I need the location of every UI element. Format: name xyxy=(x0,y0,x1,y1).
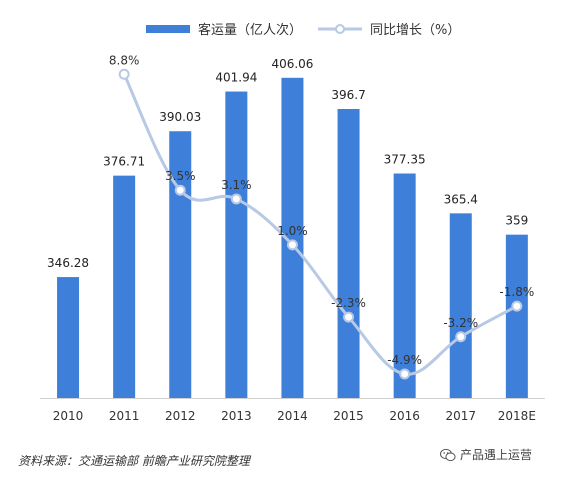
bar xyxy=(505,234,528,398)
bar-value-label: 401.94 xyxy=(215,71,257,85)
bar xyxy=(449,213,472,398)
bar-value-label: 359 xyxy=(505,214,528,228)
x-tick-label: 2013 xyxy=(221,409,252,423)
x-tick-label: 2017 xyxy=(445,409,476,423)
x-tick-label: 2015 xyxy=(333,409,364,423)
wechat-label: 产品遇上运营 xyxy=(460,448,533,462)
legend-bar-label: 客运量（亿人次） xyxy=(198,22,302,38)
legend-line-marker xyxy=(335,24,345,34)
source-note: 资料来源：交通运输部 前瞻产业研究院整理 xyxy=(18,454,250,468)
growth-point xyxy=(286,239,298,251)
growth-value-label: 1.0% xyxy=(277,224,308,238)
x-tick-label: 2018E xyxy=(498,409,536,423)
legend-line-label: 同比增长（%） xyxy=(370,23,460,38)
growth-point xyxy=(511,300,523,312)
bar-value-label: 376.71 xyxy=(103,155,145,169)
bar xyxy=(225,91,248,399)
bar-value-label: 396.7 xyxy=(331,88,365,102)
growth-value-label: 3.5% xyxy=(165,169,196,183)
bar xyxy=(169,131,192,398)
x-tick-label: 2016 xyxy=(389,409,420,423)
bar-value-label: 390.03 xyxy=(159,110,201,124)
x-tick-label: 2014 xyxy=(277,409,308,423)
growth-point xyxy=(455,331,467,343)
bar xyxy=(113,175,136,398)
growth-value-label: 8.8% xyxy=(109,53,140,67)
growth-value-label: -1.8% xyxy=(499,285,534,299)
bar-value-label: 377.35 xyxy=(384,153,426,167)
growth-value-label: 3.1% xyxy=(221,178,252,192)
growth-point xyxy=(118,68,130,80)
bar xyxy=(337,109,360,398)
legend: 客运量（亿人次） 同比增长（%） xyxy=(146,22,460,38)
line-series: 8.8% 3.5% 3.1% 1.0% -2.3% -4.9% -3.2% -1.8% xyxy=(109,53,534,380)
bar-value-label: 365.4 xyxy=(444,192,478,206)
bar xyxy=(281,77,304,399)
growth-point xyxy=(343,311,355,323)
bar-series: 346.28 376.71 390.03 401.94 406.06 396.7 377.3… xyxy=(47,57,528,399)
growth-value-label: -3.2% xyxy=(443,316,478,330)
growth-point xyxy=(399,368,411,380)
x-axis: 2010 2011 2012 2013 2014 2015 2016 2017 2018E xyxy=(53,409,536,423)
wechat-badge: 产品遇上运营 xyxy=(440,446,532,463)
x-tick-label: 2010 xyxy=(53,409,84,423)
bar-value-label: 346.28 xyxy=(47,256,89,270)
x-tick-label: 2011 xyxy=(109,409,140,423)
bar-value-label: 406.06 xyxy=(271,57,313,71)
legend-bar-swatch xyxy=(146,25,190,33)
bar xyxy=(393,173,416,398)
wechat-icon xyxy=(440,448,456,461)
bar xyxy=(57,277,80,398)
growth-value-label: -4.9% xyxy=(387,353,422,367)
growth-point xyxy=(230,193,242,205)
growth-value-label: -2.3% xyxy=(331,296,366,310)
x-tick-label: 2012 xyxy=(165,409,196,423)
growth-point xyxy=(174,184,186,196)
